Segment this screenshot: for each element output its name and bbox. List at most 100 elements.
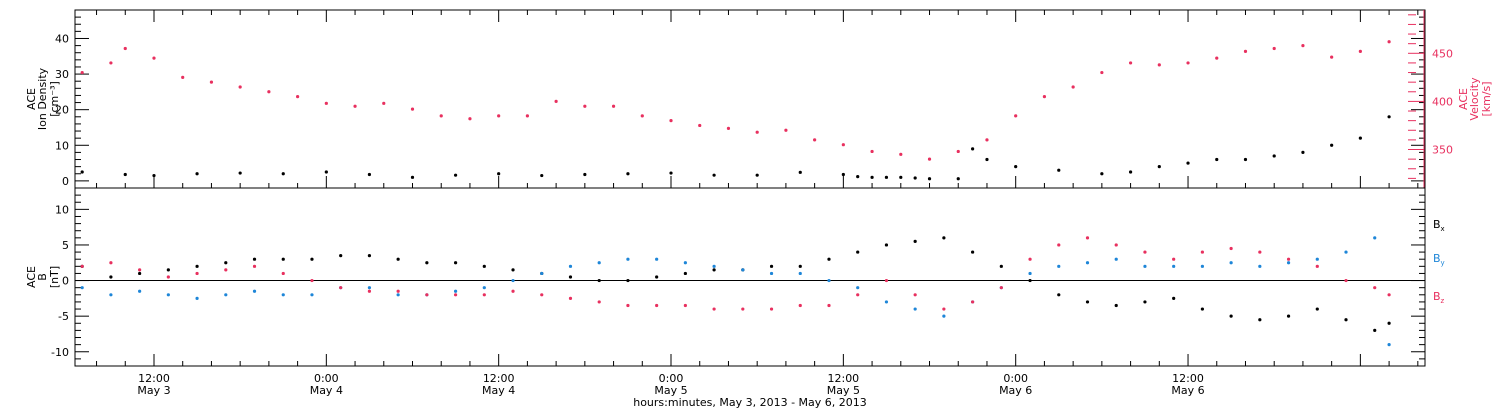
by-point (367, 286, 372, 290)
bz-point (396, 289, 400, 293)
by-point (568, 264, 573, 268)
ion-density-series (80, 115, 1391, 181)
top-panel-frame (74, 9, 1426, 189)
velocity-point (324, 101, 328, 105)
velocity-point (698, 123, 702, 128)
by-point (1114, 257, 1118, 261)
velocity-point (784, 128, 788, 132)
bz-point (339, 286, 343, 290)
bx-point (138, 271, 142, 276)
bx-point (798, 264, 802, 268)
ion-density-point (669, 171, 673, 175)
bx-point (1028, 278, 1032, 283)
time-tick-label: 12:00 (483, 372, 515, 385)
by-point (597, 261, 601, 265)
legend-bz: Bz (1433, 290, 1445, 305)
ion-density-point (884, 175, 889, 179)
by-point (166, 293, 170, 297)
ion-density-point (1330, 143, 1334, 147)
bx-point (166, 268, 170, 272)
velocity-point (640, 114, 644, 118)
velocity-point (1215, 56, 1219, 60)
date-tick-label: May 4 (482, 384, 515, 397)
velocity-point (927, 157, 932, 161)
velocity-point (267, 90, 271, 94)
bz-point (942, 307, 946, 311)
bz-point (626, 303, 630, 308)
bx-point (109, 275, 113, 279)
bx-point (1114, 303, 1118, 308)
bx-point (913, 239, 917, 243)
bz-point (195, 271, 199, 276)
by-point (453, 289, 458, 293)
bx-point (626, 278, 630, 283)
velocity-point (181, 75, 185, 79)
bz-point (540, 293, 544, 297)
b-tick-label: -10 (51, 346, 69, 359)
bz-point (568, 296, 573, 300)
density-tick-label: 20 (55, 104, 69, 117)
velocity-point (755, 130, 759, 134)
bx-point (942, 236, 946, 240)
ion-density-point (1014, 165, 1018, 169)
bz-point (769, 307, 774, 311)
velocity-point (1301, 44, 1305, 48)
velocity-point (1128, 61, 1133, 65)
ion-density-point (1100, 172, 1104, 176)
bx-point (769, 264, 774, 268)
velocity-ylabel-line1: ACE (1457, 88, 1470, 110)
bx-point (252, 257, 257, 261)
ion-density-point (1243, 157, 1248, 162)
time-tick-label: 12:00 (138, 372, 170, 385)
bz-point (1200, 250, 1204, 254)
by-point (1200, 264, 1204, 268)
ion-density-point (497, 172, 501, 176)
bx-point (1315, 307, 1319, 311)
density-tick-label: 40 (55, 32, 69, 45)
bz-point (1344, 278, 1348, 283)
by-point (1286, 261, 1291, 265)
bottom-panel-frame (74, 187, 1426, 367)
b-field-series (80, 236, 1391, 347)
bz-point (827, 303, 831, 308)
by-point (741, 268, 745, 272)
bx-point (568, 275, 573, 279)
date-tick-label: May 5 (827, 384, 860, 397)
velocity-point (238, 85, 242, 89)
by-point (942, 314, 946, 318)
bz-point (597, 300, 601, 304)
by-point (712, 264, 716, 268)
by-point (1028, 271, 1032, 276)
by-point (138, 289, 142, 293)
ion-density-point (1057, 168, 1061, 172)
velocity-point (209, 80, 214, 84)
velocity-point (985, 138, 989, 142)
velocity-point (497, 114, 501, 118)
bx-point (1172, 296, 1176, 300)
velocity-point (813, 138, 817, 142)
velocity-point (439, 114, 443, 118)
velocity-point (583, 104, 587, 108)
bz-point (856, 293, 860, 297)
by-point (224, 293, 228, 297)
by-point (1085, 261, 1090, 265)
date-tick-label: May 5 (654, 384, 687, 397)
bx-point (1387, 321, 1391, 325)
velocity-point (841, 143, 845, 147)
by-point (80, 286, 84, 290)
by-point (540, 271, 544, 276)
bz-point (1085, 236, 1090, 240)
ion-density-point (856, 175, 860, 179)
bx-point (195, 264, 199, 268)
by-point (683, 261, 687, 265)
bz-point (1057, 243, 1061, 247)
velocity-ylabel-line3: [km/s] (1480, 81, 1493, 116)
ion-density-point (1157, 165, 1161, 169)
density-tick-label: 10 (55, 139, 69, 152)
velocity-point (410, 107, 415, 111)
by-point (827, 278, 831, 283)
ion-density-point (899, 175, 903, 179)
bx-point (482, 264, 486, 268)
ion-density-point (1186, 161, 1190, 165)
